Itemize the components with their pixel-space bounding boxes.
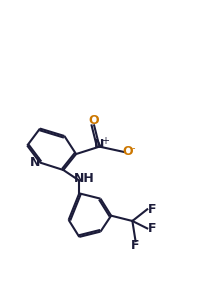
Text: F: F bbox=[131, 239, 140, 252]
Text: O: O bbox=[89, 114, 99, 127]
Text: N: N bbox=[94, 138, 105, 151]
Text: -: - bbox=[132, 143, 135, 153]
Text: F: F bbox=[148, 203, 156, 216]
Text: N: N bbox=[29, 156, 40, 169]
Text: +: + bbox=[101, 136, 109, 146]
Text: NH: NH bbox=[73, 173, 94, 186]
Text: O: O bbox=[123, 145, 133, 158]
Text: F: F bbox=[148, 222, 156, 235]
